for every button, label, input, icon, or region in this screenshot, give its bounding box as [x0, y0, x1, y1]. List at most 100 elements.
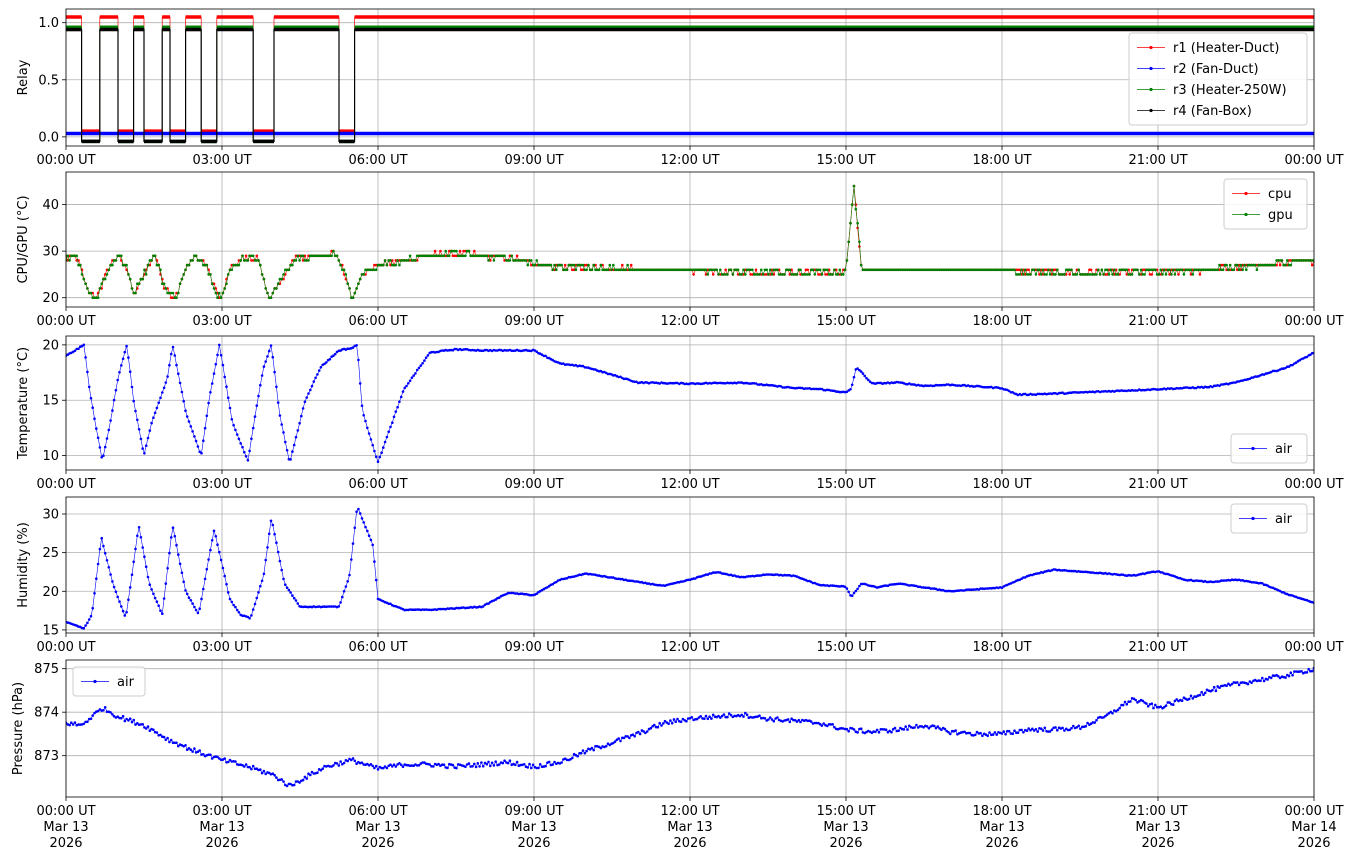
data-point [836, 273, 840, 276]
data-point [426, 608, 430, 612]
data-point [740, 713, 743, 717]
data-point [670, 268, 674, 272]
data-point [223, 574, 226, 578]
data-point [392, 263, 396, 267]
data-point [861, 268, 865, 272]
data-point [80, 344, 84, 348]
x-tick-year: 2026 [1141, 836, 1174, 851]
data-point [1278, 259, 1282, 262]
data-point [264, 558, 268, 562]
data-point [164, 287, 168, 290]
data-point [380, 451, 383, 455]
data-point [251, 254, 255, 258]
data-point [877, 731, 881, 734]
data-point [355, 287, 358, 290]
data-point [383, 440, 387, 444]
data-point [481, 254, 485, 258]
data-point [537, 766, 540, 770]
data-point [109, 263, 112, 267]
data-point [990, 268, 993, 272]
data-point [622, 268, 626, 272]
data-point [214, 362, 218, 366]
data-point [1007, 389, 1011, 393]
data-point [303, 400, 307, 404]
data-point [986, 268, 989, 272]
data-point [826, 724, 829, 728]
data-point [111, 580, 114, 583]
data-point [439, 249, 442, 253]
data-point [991, 268, 995, 272]
data-point [981, 268, 984, 272]
y-axis-label: Relay [16, 59, 31, 95]
data-point [902, 728, 906, 731]
data-point [305, 396, 309, 399]
data-point [756, 273, 759, 276]
data-point [451, 249, 455, 253]
data-point [205, 567, 209, 571]
data-point [528, 259, 531, 262]
data-point [695, 717, 699, 721]
data-point [246, 459, 250, 462]
data-point [451, 763, 455, 767]
data-point [1212, 685, 1216, 689]
data-point [1084, 725, 1088, 728]
data-point [369, 268, 373, 272]
data-point [1193, 268, 1196, 272]
data-point [571, 756, 574, 760]
legend-marker [1251, 516, 1255, 521]
data-point [335, 762, 339, 765]
data-point [244, 763, 248, 766]
data-point [456, 606, 460, 610]
data-point [155, 406, 159, 410]
data-point [232, 263, 235, 267]
data-point [1141, 273, 1145, 276]
data-point [1177, 273, 1180, 276]
data-point [282, 273, 285, 276]
data-point [103, 445, 107, 449]
data-point [446, 254, 449, 258]
data-point [662, 722, 665, 725]
data-point [153, 254, 157, 258]
data-point [856, 587, 859, 591]
data-point [105, 437, 109, 440]
data-point [551, 268, 554, 272]
data-point [858, 584, 861, 588]
data-point [938, 383, 941, 387]
data-point [287, 588, 291, 592]
data-point [162, 597, 166, 600]
data-point [448, 254, 451, 258]
legend: r1 (Heater-Duct)r2 (Fan-Duct)r3 (Heater-… [1128, 32, 1308, 126]
data-point [1011, 268, 1014, 272]
data-point [956, 268, 959, 272]
data-point [339, 760, 342, 763]
data-point [282, 577, 285, 581]
data-point [972, 268, 975, 272]
data-point [373, 449, 376, 453]
data-point [888, 729, 891, 733]
data-point [897, 268, 900, 272]
x-tick-label: 00:00 UT [36, 153, 95, 168]
data-point [362, 273, 366, 276]
data-point [189, 599, 193, 602]
data-point [394, 410, 398, 413]
data-point [535, 592, 538, 595]
data-point [1239, 263, 1243, 267]
data-point [273, 773, 276, 777]
data-point [720, 273, 724, 276]
data-point [123, 719, 127, 723]
data-point [1007, 268, 1011, 272]
data-point [1116, 273, 1120, 276]
data-point [542, 354, 546, 358]
x-tick-date: Mar 13 [511, 820, 556, 835]
data-point [474, 765, 478, 769]
data-point [678, 268, 681, 272]
data-point [751, 273, 754, 276]
data-point [128, 586, 132, 589]
data-point [768, 273, 772, 276]
data-point [711, 268, 715, 272]
data-point [389, 425, 392, 429]
data-point [267, 532, 271, 536]
data-point [77, 723, 80, 726]
data-point [940, 728, 943, 731]
data-point [251, 426, 255, 430]
